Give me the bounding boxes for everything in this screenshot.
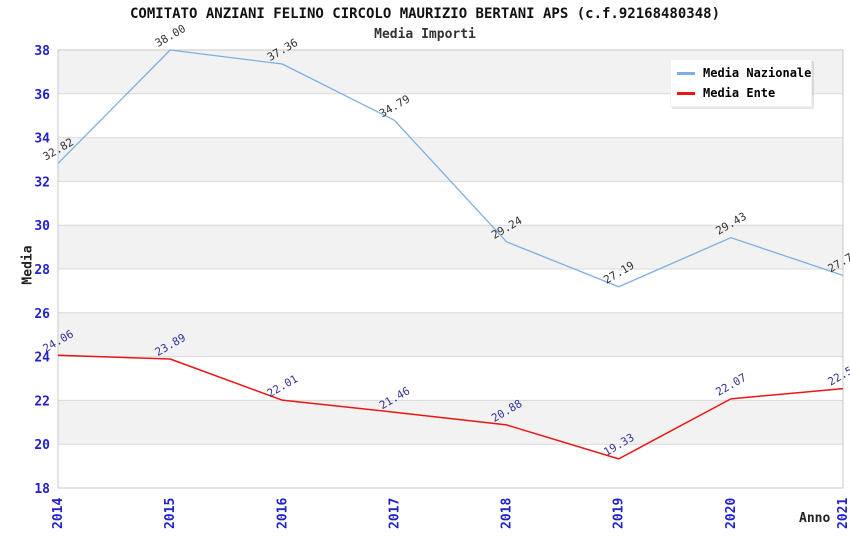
plot-band	[58, 312, 843, 357]
x-tick-label: 2016	[275, 498, 290, 529]
plot-frame	[57, 49, 844, 489]
y-tick-label: 18	[34, 482, 50, 497]
y-tick-label: 26	[34, 307, 50, 322]
data-point-label: 34.79	[377, 92, 412, 120]
plot-band	[58, 137, 843, 182]
plot-band	[58, 400, 843, 445]
x-tick-label: 2017	[387, 498, 402, 529]
y-tick-label: 30	[34, 219, 50, 234]
y-tick-label: 24	[34, 351, 50, 366]
x-tick-label: 2021	[836, 498, 850, 529]
x-tick-label: 2015	[163, 498, 178, 529]
data-point-label: 22.01	[265, 372, 300, 400]
y-tick-label: 34	[34, 132, 50, 147]
y-tick-label: 28	[34, 263, 50, 278]
y-tick-label: 36	[34, 88, 50, 103]
legend: Media Nazionale Media Ente	[670, 59, 812, 107]
chart-title: COMITATO ANZIANI FELINO CIRCOLO MAURIZIO…	[129, 6, 720, 22]
legend-item-media-nazionale: Media Nazionale	[677, 66, 811, 80]
legend-line-swatch-icon	[677, 71, 695, 75]
series-line-media-nazionale	[57, 49, 844, 288]
x-tick-label: 2020	[724, 498, 739, 529]
data-point-label: 22.54	[826, 360, 850, 388]
x-tick-label: 2018	[500, 498, 515, 529]
data-point-label: 22.07	[714, 371, 749, 399]
legend-label: Media Ente	[703, 86, 776, 100]
chart-subtitle: Media Importi	[374, 27, 476, 42]
data-point-label: 38.00	[153, 22, 188, 50]
series-line-media-ente	[57, 354, 844, 460]
x-tick-label: 2014	[51, 498, 66, 529]
legend-item-media-ente: Media Ente	[677, 86, 805, 100]
y-tick-label: 20	[34, 438, 50, 453]
y-axis-title: Media	[20, 245, 36, 285]
x-tick-label: 2019	[612, 498, 627, 529]
y-tick-label: 38	[34, 44, 50, 59]
legend-label: Media Nazionale	[703, 66, 812, 80]
x-axis-title: Anno	[799, 511, 831, 526]
legend-line-swatch-icon	[677, 91, 695, 95]
plot-band	[58, 225, 843, 269]
y-tick-label: 32	[34, 175, 50, 190]
y-tick-label: 22	[34, 394, 50, 409]
